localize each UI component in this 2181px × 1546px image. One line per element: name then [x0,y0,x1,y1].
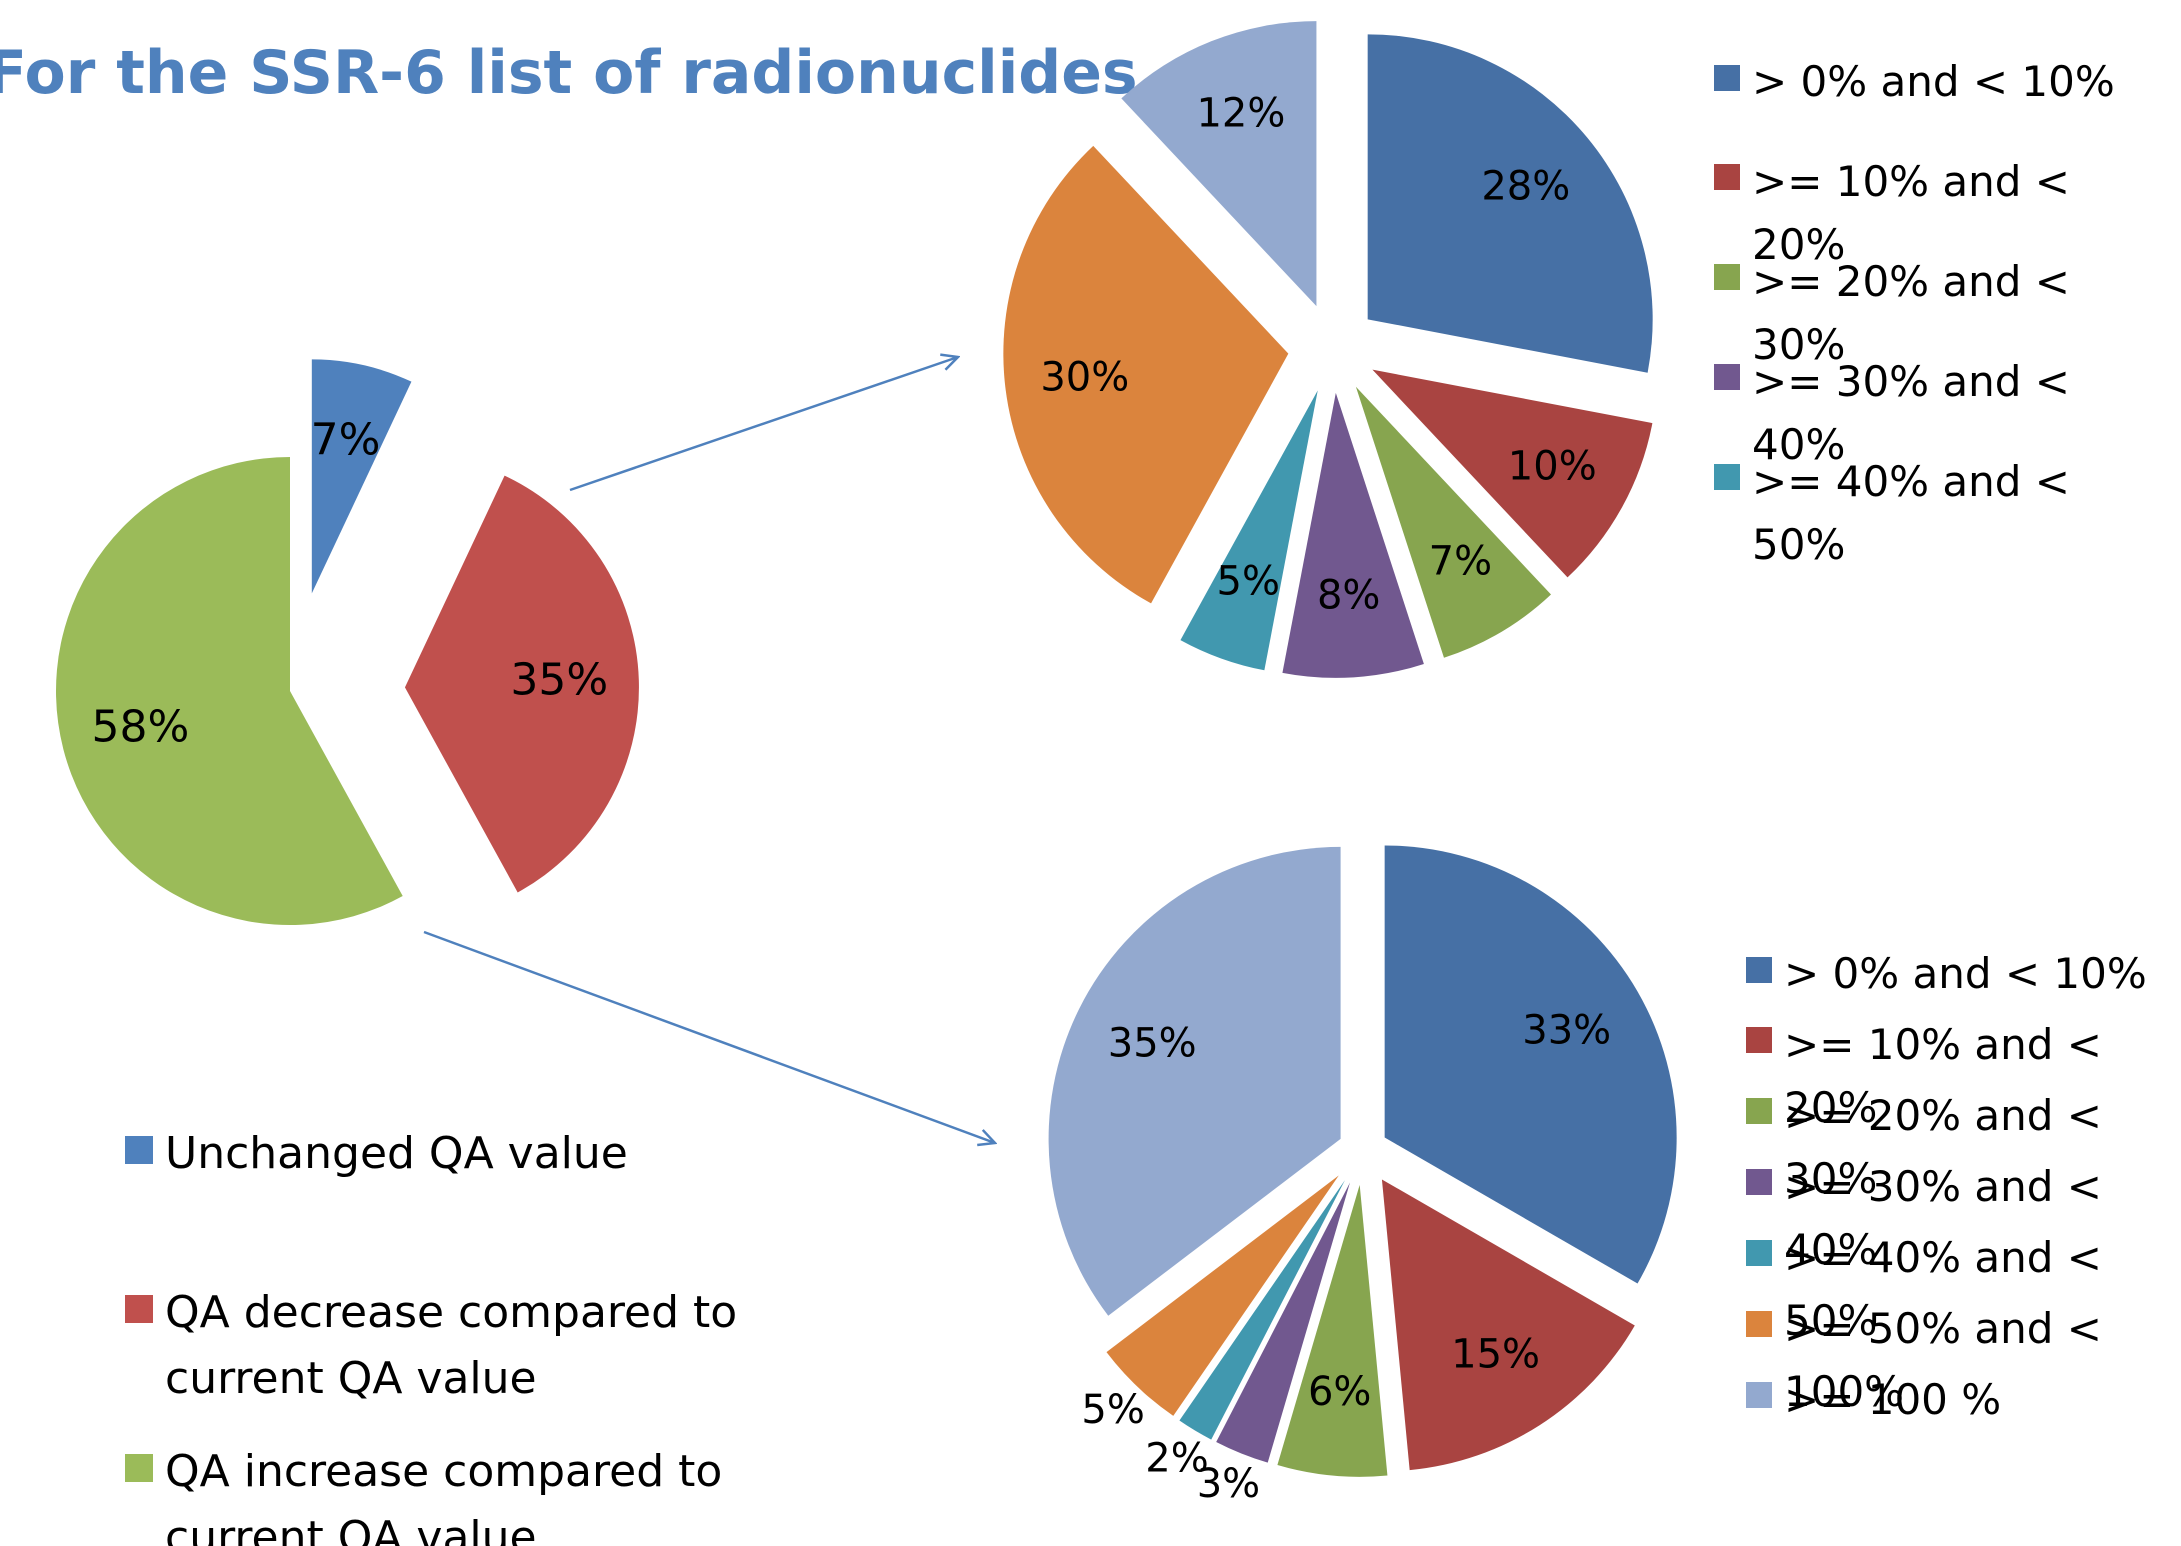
legend-item: >= 20% and < 30% [1746,1084,2181,1210]
legend-swatch [1746,1098,1772,1125]
legend-label: QA increase compared to current QA value [165,1445,723,1546]
legend-swatch [1714,64,1740,91]
legend-swatch [125,1136,153,1164]
data-label: 10% [1508,444,1597,490]
data-label: 6% [1308,1369,1371,1415]
pie-slice [56,457,403,925]
pie-slice [1381,1179,1635,1471]
legend-swatch [1746,1169,1772,1196]
legend-swatch [1714,264,1740,291]
legend-item: >= 40% and < 50% [1746,1226,2181,1352]
legend-swatch [1746,1240,1772,1267]
legend-item: Unchanged QA value [125,1121,765,1187]
data-label: 7% [311,415,381,466]
data-label: 28% [1481,164,1570,210]
legend-label: >= 10% and < 20% [1752,156,2070,269]
legend-item: >= 20% and < 30% [1714,250,2174,376]
pie-slice [1372,369,1653,578]
legend-label: >= 30% and < 40% [1784,1161,2102,1274]
arrow [569,357,958,492]
data-label: 33% [1522,1007,1611,1053]
pie-slice [311,359,412,594]
legend-label: > 0% and < 10% [1752,56,2115,106]
legend-label: >= 30% and < 40% [1752,356,2070,469]
legend-label: > 0% and < 10% [1784,948,2147,998]
pie-slice [404,475,639,893]
legend-label: >= 20% and < 30% [1752,256,2070,369]
data-label: 5% [1081,1387,1144,1433]
data-label: 58% [92,701,190,752]
data-label: 15% [1451,1331,1540,1377]
legend-swatch [1746,956,1772,983]
data-label: 35% [510,655,608,706]
pie-slice [1179,1180,1346,1440]
legend-swatch [1746,1382,1772,1409]
legend-swatch [1714,164,1740,191]
data-label: 3% [1197,1461,1260,1507]
legend-item: >= 10% and < 20% [1746,1013,2181,1139]
pie-slice [1121,21,1317,307]
legend-item: >= 50% and < 100% [1746,1297,2181,1423]
pie-slice [1367,34,1653,373]
legend-swatch [1746,1027,1772,1054]
legend-label: >= 50% and < 100% [1784,1303,2102,1416]
data-label: 30% [1040,354,1129,400]
legend-label: >= 20% and < 30% [1784,1090,2102,1203]
legend-item: >= 10% and < 20% [1714,150,2174,276]
legend-label: >= 10% and < 20% [1784,1019,2102,1132]
legend-swatch [1714,464,1740,491]
pie-slice [1384,845,1677,1284]
legend-item: QA decrease compared to current QA value [125,1280,765,1412]
data-label: 2% [1145,1436,1208,1482]
slide-title: For the SSR-6 list of radionuclides [0,38,1138,108]
pie-slice [1216,1182,1350,1463]
pie-slice [1282,392,1424,678]
pie-slice [1003,145,1289,604]
legend-item: > 0% and < 10% [1746,942,2181,1005]
legend-label: >= 40% and < 50% [1784,1232,2102,1345]
pie-slice [1180,390,1318,671]
data-label: 12% [1196,90,1285,136]
data-label: 35% [1108,1021,1197,1067]
data-label: 8% [1317,573,1380,619]
legend-label: QA decrease compared to current QA value [165,1286,738,1404]
legend-swatch [125,1453,153,1482]
legend-item: >= 100 % [1746,1368,2181,1431]
legend-item: >= 40% and < 50% [1714,450,2174,576]
legend-item: >= 30% and < 40% [1714,350,2174,476]
pie-slice [1106,1175,1339,1416]
legend-swatch [1746,1311,1772,1338]
pie-slice [1277,1184,1388,1477]
legend-label: Unchanged QA value [165,1127,628,1179]
arrow [423,930,995,1143]
legend-swatch [1714,364,1740,391]
pie-slice [1355,386,1552,658]
data-label: 5% [1217,558,1280,604]
legend-item: > 0% and < 10% [1714,50,2174,113]
legend-item: QA increase compared to current QA value [125,1439,765,1546]
data-label: 7% [1429,538,1492,584]
pie-slice [1048,846,1341,1316]
legend-item: >= 30% and < 40% [1746,1155,2181,1281]
legend-swatch [125,1294,153,1323]
legend-label: >= 100 % [1784,1374,2002,1424]
legend-label: >= 40% and < 50% [1752,456,2070,569]
